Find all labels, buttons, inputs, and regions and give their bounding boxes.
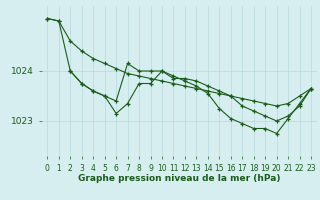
X-axis label: Graphe pression niveau de la mer (hPa): Graphe pression niveau de la mer (hPa): [78, 174, 280, 183]
